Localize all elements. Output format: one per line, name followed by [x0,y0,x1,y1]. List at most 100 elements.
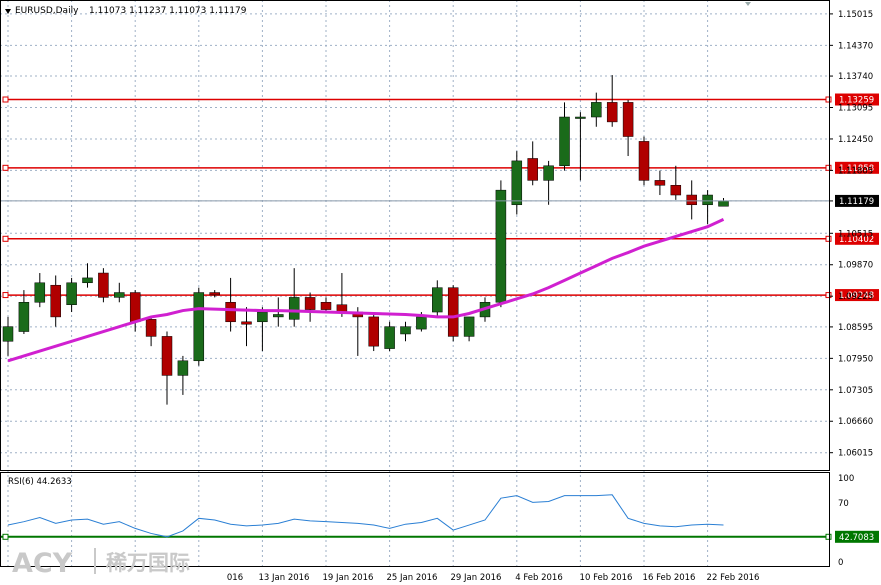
symbol-ohlc: 1.11073 1.11237 1.11073 1.11179 [89,6,247,16]
watermark-brand: ACY [12,548,73,579]
bull-candle [177,360,189,376]
rsi-tick-label: 0 [838,558,843,568]
bull-candle [288,297,300,320]
bear-candle [50,284,61,318]
price-tick-label: 1.09225 [838,292,873,302]
date-label: 25 Jan 2016 [387,573,438,583]
candles [2,75,729,405]
bear-candle [145,319,157,337]
level-handle-left [2,96,9,103]
rsi-value-tag: 42.7083 [839,533,874,543]
rsi-tick-label: 100 [838,474,854,484]
date-label: 13 Jan 2016 [259,573,310,583]
bear-candle [622,102,634,137]
level-price-tag: 1.09248 [839,291,874,301]
level-price-tag-bg [835,289,879,302]
current-price-tag-bg [835,194,879,207]
bear-candle [304,297,316,310]
level-price-tag-bg [835,161,879,174]
current-price-tag: 1.11179 [839,197,874,207]
bull-candle [511,160,523,206]
watermark-cn: 稀万国际 [106,551,190,575]
level-handle-right [825,96,832,103]
main-panel-frame [0,0,830,471]
price-tick-label: 1.07305 [838,386,873,396]
bull-candle [702,194,713,206]
bull-candle [273,314,284,318]
rsi-level-handle-left [2,533,9,540]
bull-candle [66,282,77,305]
bear-candle [654,180,666,186]
moving-average [7,218,725,363]
price-tick-label: 1.14370 [838,41,873,51]
price-tick-label: 1.06015 [838,449,873,459]
bear-candle [209,292,220,296]
level-price-tag-bg [835,93,879,106]
rsi-tick-label: 70 [838,499,849,509]
bull-candle [591,102,602,118]
level-handle-left [2,235,9,242]
level-price-tag-bg [835,232,879,245]
bear-candle [670,185,682,196]
bear-candle [447,287,459,337]
bear-candle [241,321,252,325]
broker-watermark: ACY 稀万国际 [12,548,190,579]
price-tick-label: 1.09870 [838,261,873,271]
collapse-triangle-icon[interactable] [5,9,11,14]
price-tick-label: 1.13095 [838,104,873,114]
rsi-label: RSI(6) 44.2633 [8,477,72,487]
bull-candle [400,326,411,335]
bear-candle [98,272,109,298]
rsi-value-tag-bg [835,530,879,543]
watermark-divider [94,548,96,574]
price-tick-label: 1.11805 [838,166,873,176]
bull-candle [82,277,93,284]
level-handle-right [825,235,832,242]
bull-candle [193,292,205,362]
bear-candle [320,302,332,310]
bull-candle [114,292,125,298]
bull-candle [559,116,570,167]
level-handle-right [825,164,832,171]
bear-candle [606,102,618,123]
price-tick-label: 1.08595 [838,323,873,333]
date-label: 016 [227,573,243,583]
level-handle-right [825,292,832,299]
level-price-tag: 1.10402 [839,235,874,245]
level-handle-left [2,292,9,299]
moving-average-line [7,218,725,363]
date-label: 22 Feb 2016 [707,573,760,583]
date-axis: 016 13 Jan 2016 19 Jan 2016 25 Jan 2016 29 J… [227,573,760,583]
bear-candle [368,316,379,347]
bull-candle [257,311,268,323]
level-handle-left [2,164,9,171]
rsi-level-handle-right [825,533,832,540]
horizontal-level-lines[interactable]: 1.13259 1.11858 1.10402 1.09248 [2,93,879,302]
bull-candle [495,189,507,303]
bull-candle [463,316,475,337]
bear-candle [129,292,141,323]
price-tick-label: 1.06660 [838,417,873,427]
price-tick-label: 1.12450 [838,135,873,145]
bull-candle [18,302,30,332]
bull-candle [718,200,729,207]
price-tags: 1.11179 [0,194,879,207]
price-tick-label: 1.10515 [838,229,873,239]
rsi-line [7,494,724,538]
date-label: 16 Feb 2016 [643,573,696,583]
date-label: 4 Feb 2016 [515,573,563,583]
bear-candle [638,141,650,181]
price-tick-label: 1.15015 [838,10,873,20]
rsi-panel-frame [0,472,830,567]
rsi-panel: 1007030042.7083 [0,474,879,568]
level-price-tag: 1.11858 [839,164,874,174]
bull-candle [432,287,443,313]
bear-candle [527,158,538,181]
level-price-tag: 1.13259 [839,96,874,106]
bear-candle [161,336,173,376]
bull-candle [543,165,554,181]
bull-candle [34,282,46,303]
bull-candle [416,316,427,330]
shift-marker-icon[interactable] [745,2,751,6]
